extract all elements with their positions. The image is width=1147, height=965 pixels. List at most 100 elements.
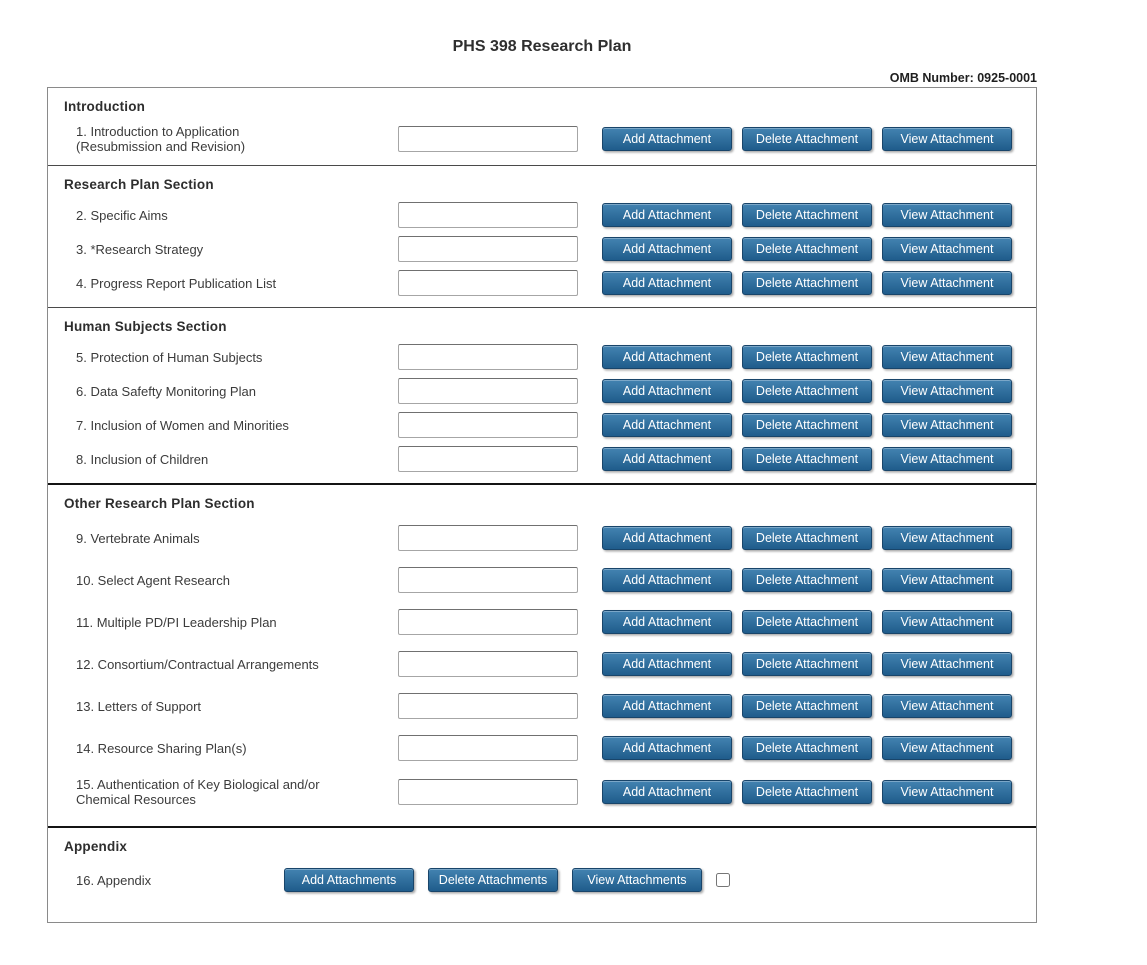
- attachment-file-input[interactable]: [398, 567, 578, 593]
- attachment-button-group: Add Attachment Delete Attachment View Atta…: [602, 271, 1012, 295]
- attachment-file-input[interactable]: [398, 651, 578, 677]
- view-attachment-button[interactable]: View Attachment: [882, 379, 1012, 403]
- add-attachment-button[interactable]: Add Attachment: [602, 568, 732, 592]
- delete-attachment-button[interactable]: Delete Attachment: [742, 237, 872, 261]
- view-attachment-button[interactable]: View Attachment: [882, 413, 1012, 437]
- item-label: 5. Protection of Human Subjects: [76, 349, 263, 365]
- delete-attachment-button[interactable]: Delete Attachment: [742, 271, 872, 295]
- add-attachments-button[interactable]: Add Attachments: [284, 868, 414, 892]
- form-row: 10. Select Agent Research Add Attachment D…: [76, 567, 1036, 593]
- form-row: 5. Protection of Human Subjects Add Attac…: [76, 344, 1036, 370]
- attachment-file-input[interactable]: [398, 446, 578, 472]
- attachment-button-group: Add Attachment Delete Attachment View Atta…: [602, 736, 1012, 760]
- attachment-file-input[interactable]: [398, 412, 578, 438]
- view-attachment-button[interactable]: View Attachment: [882, 652, 1012, 676]
- add-attachment-button[interactable]: Add Attachment: [602, 127, 732, 151]
- delete-attachment-button[interactable]: Delete Attachment: [742, 379, 872, 403]
- attachment-file-input[interactable]: [398, 236, 578, 262]
- form-row: 12. Consortium/Contractual Arrangements A…: [76, 651, 1036, 677]
- form-row: 7. Inclusion of Women and Minorities Add …: [76, 412, 1036, 438]
- attachment-button-group: Add Attachment Delete Attachment View Atta…: [602, 652, 1012, 676]
- delete-attachment-button[interactable]: Delete Attachment: [742, 610, 872, 634]
- view-attachment-button[interactable]: View Attachment: [882, 736, 1012, 760]
- attachment-file-input[interactable]: [398, 344, 578, 370]
- view-attachment-button[interactable]: View Attachment: [882, 610, 1012, 634]
- add-attachment-button[interactable]: Add Attachment: [602, 447, 732, 471]
- attachment-file-input[interactable]: [398, 609, 578, 635]
- view-attachment-button[interactable]: View Attachment: [882, 127, 1012, 151]
- delete-attachment-button[interactable]: Delete Attachment: [742, 568, 872, 592]
- attachment-button-group: Add Attachment Delete Attachment View Atta…: [602, 526, 1012, 550]
- form-row: 14. Resource Sharing Plan(s) Add Attachme…: [76, 735, 1036, 761]
- add-attachment-button[interactable]: Add Attachment: [602, 526, 732, 550]
- delete-attachment-button[interactable]: Delete Attachment: [742, 652, 872, 676]
- item-label: 14. Resource Sharing Plan(s): [76, 740, 247, 756]
- delete-attachment-button[interactable]: Delete Attachment: [742, 526, 872, 550]
- form-row: 13. Letters of Support Add Attachment Dele…: [76, 693, 1036, 719]
- add-attachment-button[interactable]: Add Attachment: [602, 652, 732, 676]
- add-attachment-button[interactable]: Add Attachment: [602, 379, 732, 403]
- item-label: 15. Authentication of Key Biological and…: [76, 777, 320, 807]
- attachment-file-input[interactable]: [398, 270, 578, 296]
- delete-attachment-button[interactable]: Delete Attachment: [742, 413, 872, 437]
- item-label: 12. Consortium/Contractual Arrangements: [76, 656, 319, 672]
- attachment-button-group: Add Attachment Delete Attachment View Atta…: [602, 127, 1012, 151]
- section-header: Human Subjects Section: [64, 319, 227, 334]
- omb-number: OMB Number: 0925-0001: [889, 71, 1037, 85]
- item-label: 16. Appendix: [76, 872, 152, 888]
- item-label: 10. Select Agent Research: [76, 572, 230, 588]
- view-attachment-button[interactable]: View Attachment: [882, 447, 1012, 471]
- attachment-file-input[interactable]: [398, 202, 578, 228]
- attachment-button-group: Add Attachment Delete Attachment View Atta…: [602, 694, 1012, 718]
- attachment-file-input[interactable]: [398, 693, 578, 719]
- delete-attachment-button[interactable]: Delete Attachment: [742, 694, 872, 718]
- view-attachment-button[interactable]: View Attachment: [882, 568, 1012, 592]
- view-attachment-button[interactable]: View Attachment: [882, 345, 1012, 369]
- view-attachment-button[interactable]: View Attachment: [882, 271, 1012, 295]
- view-attachment-button[interactable]: View Attachment: [882, 780, 1012, 804]
- section-other-research-plan-section: Other Research Plan Section 9. Vertebrate…: [48, 485, 1036, 828]
- attachment-file-input[interactable]: [398, 735, 578, 761]
- page-title: PHS 398 Research Plan: [452, 38, 632, 55]
- delete-attachment-button[interactable]: Delete Attachment: [742, 780, 872, 804]
- view-attachment-button[interactable]: View Attachment: [882, 694, 1012, 718]
- item-label: 4. Progress Report Publication List: [76, 275, 277, 291]
- attachment-button-group: Add Attachment Delete Attachment View Atta…: [602, 780, 1012, 804]
- delete-attachment-button[interactable]: Delete Attachment: [742, 736, 872, 760]
- add-attachment-button[interactable]: Add Attachment: [602, 203, 732, 227]
- form-row: 9. Vertebrate Animals Add Attachment Delet…: [76, 525, 1036, 551]
- delete-attachment-button[interactable]: Delete Attachment: [742, 203, 872, 227]
- attachment-file-input[interactable]: [398, 378, 578, 404]
- view-attachment-button[interactable]: View Attachment: [882, 526, 1012, 550]
- add-attachment-button[interactable]: Add Attachment: [602, 694, 732, 718]
- form-row: 4. Progress Report Publication List Add A…: [76, 270, 1036, 296]
- section-header: Other Research Plan Section: [64, 496, 255, 511]
- form-row: 1. Introduction to Application (Resubmis…: [76, 124, 1036, 154]
- view-attachment-button[interactable]: View Attachment: [882, 203, 1012, 227]
- delete-attachment-button[interactable]: Delete Attachment: [742, 345, 872, 369]
- add-attachment-button[interactable]: Add Attachment: [602, 610, 732, 634]
- attachment-file-input[interactable]: [398, 126, 578, 152]
- view-attachments-button[interactable]: View Attachments: [572, 868, 702, 892]
- attachment-button-group: Add Attachment Delete Attachment View Atta…: [602, 379, 1012, 403]
- item-label: 8. Inclusion of Children: [76, 451, 209, 467]
- add-attachment-button[interactable]: Add Attachment: [602, 736, 732, 760]
- attachment-button-group: Add Attachment Delete Attachment View Atta…: [602, 413, 1012, 437]
- attachment-button-group: Add Attachment Delete Attachment View Atta…: [602, 237, 1012, 261]
- section-human-subjects-section: Human Subjects Section 5. Protection of H…: [48, 308, 1036, 485]
- add-attachment-button[interactable]: Add Attachment: [602, 237, 732, 261]
- item-label: 7. Inclusion of Women and Minorities: [76, 417, 289, 433]
- add-attachment-button[interactable]: Add Attachment: [602, 413, 732, 437]
- add-attachment-button[interactable]: Add Attachment: [602, 345, 732, 369]
- attachment-button-group: Add Attachment Delete Attachment View Atta…: [602, 447, 1012, 471]
- form-row: 16. Appendix Add Attachments Delete Attach…: [76, 868, 1036, 892]
- delete-attachment-button[interactable]: Delete Attachment: [742, 127, 872, 151]
- add-attachment-button[interactable]: Add Attachment: [602, 271, 732, 295]
- attachment-file-input[interactable]: [398, 525, 578, 551]
- attachment-file-input[interactable]: [398, 779, 578, 805]
- appendix-checkbox[interactable]: [716, 873, 730, 887]
- add-attachment-button[interactable]: Add Attachment: [602, 780, 732, 804]
- delete-attachment-button[interactable]: Delete Attachment: [742, 447, 872, 471]
- view-attachment-button[interactable]: View Attachment: [882, 237, 1012, 261]
- delete-attachments-button[interactable]: Delete Attachments: [428, 868, 558, 892]
